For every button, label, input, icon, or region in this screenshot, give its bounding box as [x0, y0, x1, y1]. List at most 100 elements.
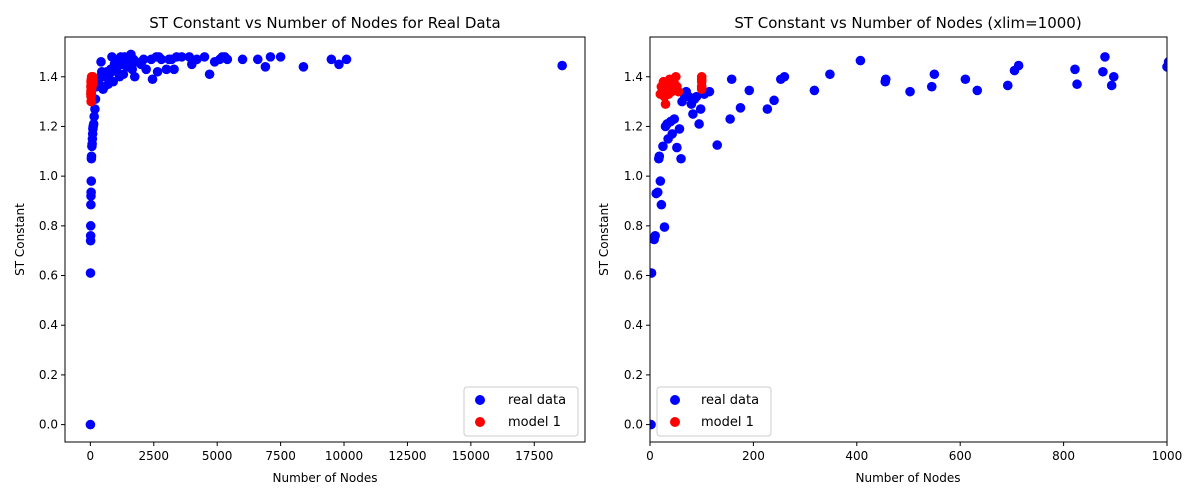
point-real-data [138, 54, 149, 65]
point-real-data [762, 104, 773, 114]
point-real-data [726, 74, 737, 85]
x-tick-label: 1000 [1152, 449, 1183, 463]
point-real-data [156, 54, 167, 65]
x-tick-label: 400 [845, 449, 868, 463]
point-real-data [147, 74, 158, 85]
point-real-data [654, 151, 665, 162]
x-tick-label: 0 [87, 449, 95, 463]
point-real-data [929, 69, 940, 80]
x-tick-label: 12500 [388, 449, 426, 463]
y-tick-label: 0.0 [39, 418, 58, 432]
point-real-data [298, 62, 309, 72]
point-real-data [184, 52, 195, 62]
point-real-data [905, 86, 915, 97]
point-model-1 [696, 84, 707, 94]
point-real-data [85, 268, 96, 278]
point-real-data [1163, 57, 1167, 67]
points-layer [85, 49, 567, 430]
point-real-data [127, 64, 138, 75]
x-tick-label: 10000 [325, 449, 363, 463]
y-tick-label: 1.0 [39, 169, 58, 183]
legend-marker-real-data [670, 395, 680, 405]
x-tick-label: 2500 [139, 449, 170, 463]
point-real-data [334, 59, 344, 70]
point-real-data [265, 52, 276, 62]
point-model-1 [696, 74, 707, 85]
point-real-data [652, 187, 663, 198]
point-real-data [880, 74, 891, 85]
point-real-data [85, 230, 96, 241]
point-real-data [676, 153, 686, 164]
point-real-data [86, 151, 97, 162]
x-tick-label: 800 [1052, 449, 1075, 463]
chart-left: ST Constant vs Number of Nodes for Real … [13, 14, 586, 485]
point-real-data [650, 230, 660, 241]
y-tick-label: 0.6 [39, 269, 58, 283]
point-real-data [650, 419, 656, 430]
x-tick-label: 17500 [515, 449, 553, 463]
plot-area: 0 2500 5000 7500 10000 12500 15000 17500 0.0 0.2 0… [39, 49, 567, 463]
point-real-data [1100, 52, 1110, 62]
x-axis-label: Number of Nodes [273, 471, 378, 485]
point-real-data [695, 104, 706, 114]
legend: real data model 1 [463, 386, 579, 437]
point-real-data [972, 85, 983, 96]
point-real-data [704, 86, 715, 97]
point-real-data [744, 85, 755, 96]
legend-label-real-data: real data [701, 393, 759, 408]
point-real-data [769, 95, 779, 106]
point-real-data [326, 54, 337, 65]
point-real-data [1013, 60, 1024, 71]
point-real-data [1072, 79, 1082, 90]
point-real-data [85, 221, 96, 231]
y-tick-label: 1.4 [624, 70, 643, 84]
point-real-data [694, 119, 704, 129]
point-real-data [90, 104, 100, 114]
point-real-data [275, 52, 286, 62]
point-real-data [1002, 80, 1013, 91]
point-real-data [650, 268, 657, 278]
point-real-data [237, 54, 248, 65]
y-tick-label: 0.2 [624, 368, 643, 382]
point-real-data [199, 52, 210, 62]
point-real-data [677, 96, 687, 107]
point-real-data [129, 71, 140, 82]
point-real-data [222, 54, 233, 65]
point-real-data [809, 85, 820, 96]
point-real-data [118, 69, 129, 80]
chart-right: ST Constant vs Number of Nodes (xlim=100… [597, 14, 1182, 485]
y-tick-label: 0.6 [624, 269, 643, 283]
point-real-data [252, 54, 263, 65]
plot-area: 0 200 400 600 800 1000 0.0 0.2 0.4 0.6 0.8 1.0 1.2 1.… [624, 52, 1182, 463]
x-tick-label: 7500 [265, 449, 296, 463]
point-real-data [735, 103, 746, 113]
plot-frame [649, 36, 1168, 443]
point-real-data [655, 176, 666, 186]
x-tick-label: 200 [742, 449, 765, 463]
point-real-data [691, 91, 702, 102]
point-model-1 [88, 76, 98, 87]
point-model-1 [86, 96, 96, 107]
y-tick-label: 1.2 [624, 119, 643, 133]
point-real-data [926, 81, 937, 92]
chart-title: ST Constant vs Number of Nodes (xlim=100… [734, 14, 1081, 32]
point-real-data [88, 119, 99, 129]
point-real-data [96, 57, 106, 67]
x-tick-label: 5000 [202, 449, 233, 463]
point-real-data [86, 187, 96, 198]
y-tick-label: 0.4 [39, 318, 58, 332]
point-real-data [658, 141, 668, 152]
point-real-data [89, 111, 99, 122]
point-real-data [86, 199, 96, 210]
point-real-data [204, 69, 215, 80]
chart-title: ST Constant vs Number of Nodes for Real … [149, 14, 500, 32]
point-real-data [688, 109, 698, 119]
legend: real data model 1 [656, 386, 772, 437]
point-real-data [1098, 66, 1108, 77]
point-real-data [1108, 71, 1119, 82]
y-axis-label: ST Constant [597, 203, 611, 276]
point-real-data [656, 199, 667, 210]
y-tick-label: 0.2 [39, 368, 58, 382]
point-real-data [260, 62, 271, 72]
